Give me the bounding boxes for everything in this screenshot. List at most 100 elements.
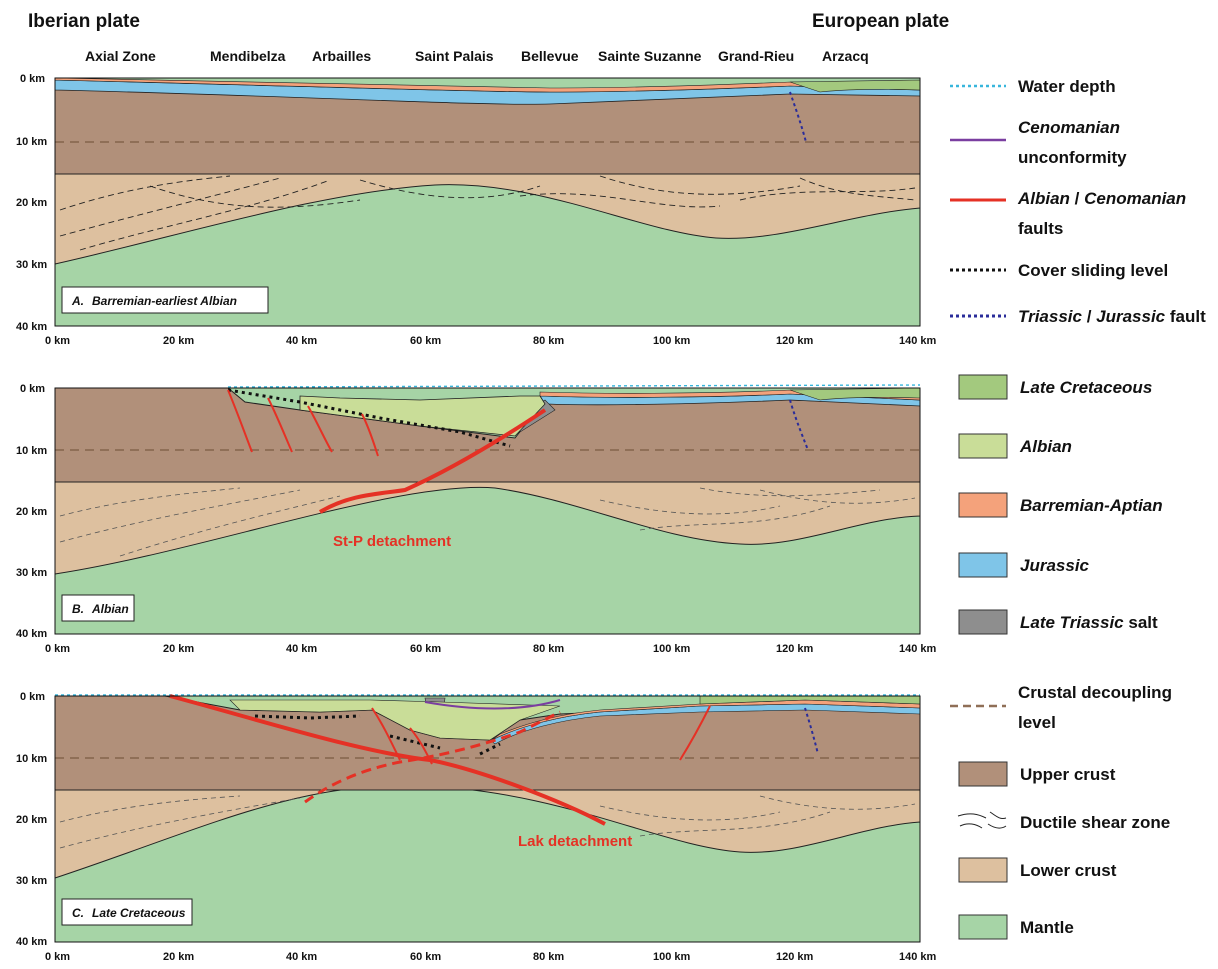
panel-b-normal-faults <box>227 389 379 457</box>
panel-c-normal-faults <box>371 705 711 765</box>
dist-c-60: 60 km <box>410 951 441 963</box>
dist-b-120: 120 km <box>776 643 814 655</box>
axes <box>54 77 921 943</box>
legend-ductile-swatch <box>957 811 1007 829</box>
depth-a-40: 40 km <box>16 321 47 333</box>
legend-salt-swatch <box>958 609 1008 635</box>
distance-labels-a: 0 km 20 km 40 km 60 km 80 km 100 km 120 … <box>45 335 937 347</box>
legend-ductile-shear-zone: Ductile shear zone <box>1020 813 1170 832</box>
panel-b-frame <box>54 387 921 635</box>
legend-water-depth: Water depth <box>1018 77 1116 96</box>
legend-crustal-decoupling: Crustal decoupling <box>1018 683 1172 702</box>
location-bellevue: Bellevue <box>521 48 579 64</box>
lak-detachment-label: Lak detachment <box>518 833 632 850</box>
legend-albian: Albian <box>1019 437 1072 456</box>
european-plate-label: European plate <box>812 11 949 32</box>
location-sainte-suzanne: Sainte Suzanne <box>598 48 702 64</box>
panel-c-cenomanian-unconformity <box>424 699 561 710</box>
depth-c-40: 40 km <box>16 936 47 948</box>
legend-cover-sliding: Cover sliding level <box>1018 261 1168 280</box>
depth-c-30: 30 km <box>16 875 47 887</box>
legend-crustal-level: level <box>1018 713 1056 732</box>
depth-b-10: 10 km <box>16 445 47 457</box>
depth-labels: 0 km 10 km 20 km 30 km 40 km 0 km 10 km … <box>16 73 47 948</box>
dist-a-80: 80 km <box>533 335 564 347</box>
dist-c-80: 80 km <box>533 951 564 963</box>
legend-mantle: Mantle <box>1020 918 1074 937</box>
legend-lower-crust-swatch <box>958 857 1008 883</box>
dist-c-140: 140 km <box>899 951 937 963</box>
iberian-plate-label: Iberian plate <box>28 11 140 32</box>
dist-b-100: 100 km <box>653 643 691 655</box>
panel-a-frame <box>54 77 921 327</box>
panel-c-cover-sliding <box>254 714 501 756</box>
depth-c-0: 0 km <box>20 691 45 703</box>
legend-barremian-aptian-swatch <box>958 492 1008 518</box>
location-axial-zone: Axial Zone <box>85 48 156 64</box>
location-labels: Axial Zone Mendibelza Arbailles Saint Pa… <box>85 48 869 64</box>
dist-a-20: 20 km <box>163 335 194 347</box>
depth-a-10: 10 km <box>16 136 47 148</box>
dist-a-120: 120 km <box>776 335 814 347</box>
dist-a-60: 60 km <box>410 335 441 347</box>
dist-c-100: 100 km <box>653 951 691 963</box>
distance-labels-c: 0 km 20 km 40 km 60 km 80 km 100 km 120 … <box>45 951 937 963</box>
panel-a-ductile-shear <box>59 175 916 251</box>
legend-albian-swatch <box>958 433 1008 459</box>
panel-a: A. Barremian-earliest Albian <box>54 77 921 326</box>
dist-b-20: 20 km <box>163 643 194 655</box>
legend-unconformity: unconformity <box>1018 148 1127 167</box>
legend-lower-crust: Lower crust <box>1020 861 1117 880</box>
panel-a-lower-crust <box>54 173 921 265</box>
dist-a-100: 100 km <box>653 335 691 347</box>
legend-late-triassic-salt: Late Triassic salt <box>1020 613 1158 632</box>
stp-detachment-label: St-P detachment <box>333 533 451 550</box>
panel-a-label-box <box>61 286 269 314</box>
legend: Water depth Cenomanian unconformity Albi… <box>950 77 1206 940</box>
dist-b-0: 0 km <box>45 643 70 655</box>
location-saint-palais: Saint Palais <box>415 48 494 64</box>
panel-b-ductile-shear <box>59 487 916 557</box>
panel-b-trijur-fault <box>789 399 809 451</box>
legend-faults-line1: Albian / Cenomanian <box>1017 189 1186 208</box>
legend-trijur-fault: Triassic / Jurassic fault <box>1018 307 1206 326</box>
panel-a-age: Barremian-earliest Albian <box>92 294 237 308</box>
dist-a-0: 0 km <box>45 335 70 347</box>
depth-b-40: 40 km <box>16 628 47 640</box>
depth-c-20: 20 km <box>16 814 47 826</box>
location-mendibelza: Mendibelza <box>210 48 286 64</box>
panel-b-albian <box>299 395 546 437</box>
panel-c-lak-detachment <box>169 694 606 826</box>
legend-barremian-aptian: Barremian-Aptian <box>1020 496 1163 515</box>
legend-cenomanian: Cenomanian <box>1018 118 1120 137</box>
panel-b-stp-detachment <box>318 408 547 514</box>
dist-a-140: 140 km <box>899 335 937 347</box>
location-grand-rieu: Grand-Rieu <box>718 48 794 64</box>
dist-b-80: 80 km <box>533 643 564 655</box>
panel-b-cover-sliding <box>227 388 511 448</box>
depth-c-10: 10 km <box>16 753 47 765</box>
depth-b-0: 0 km <box>20 383 45 395</box>
panel-b-label-box <box>61 594 135 622</box>
depth-a-20: 20 km <box>16 197 47 209</box>
dist-c-40: 40 km <box>286 951 317 963</box>
legend-mantle-swatch <box>958 914 1008 940</box>
location-arbailles: Arbailles <box>312 48 371 64</box>
dist-b-140: 140 km <box>899 643 937 655</box>
panel-c-label-box <box>61 898 193 926</box>
panel-c-lower-crust <box>54 785 921 879</box>
panel-b-letter: B. <box>72 602 84 616</box>
legend-upper-crust-swatch <box>958 761 1008 787</box>
legend-faults-line2: faults <box>1018 219 1063 238</box>
depth-a-30: 30 km <box>16 259 47 271</box>
panel-c-letter: C. <box>72 906 84 920</box>
legend-upper-crust: Upper crust <box>1020 765 1116 784</box>
panel-b-age: Albian <box>91 602 129 616</box>
dist-c-120: 120 km <box>776 951 814 963</box>
depth-b-30: 30 km <box>16 567 47 579</box>
panel-c: Lak detachment C. Late Cretaceous <box>54 694 921 942</box>
panel-a-letter: A. <box>71 294 84 308</box>
depth-b-20: 20 km <box>16 506 47 518</box>
legend-jurassic: Jurassic <box>1020 556 1090 575</box>
panel-c-trijur-fault <box>804 707 819 755</box>
